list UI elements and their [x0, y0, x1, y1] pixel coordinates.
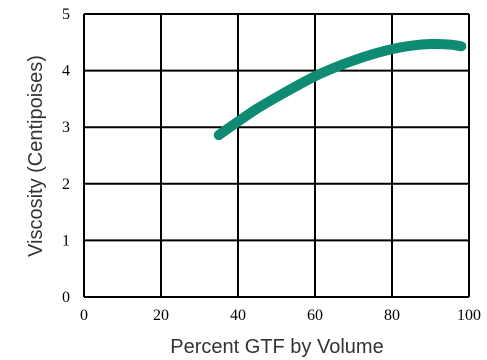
y-tick-label-0: 0	[62, 289, 70, 306]
y-axis-label: Viscosity (Centipoises)	[25, 55, 47, 257]
y-tick-label-1: 1	[62, 232, 70, 249]
x-tick-label-3: 60	[307, 307, 323, 324]
x-tick-label-0: 0	[80, 307, 88, 324]
x-tick-label-2: 40	[230, 307, 246, 324]
x-tick-label-5: 100	[457, 307, 481, 324]
series-layer	[213, 38, 467, 141]
y-tick-labels: 0 1 2 3 4 5	[62, 6, 70, 306]
y-tick-label-2: 2	[62, 176, 70, 193]
y-tick-label-3: 3	[62, 119, 70, 136]
y-tick-label-4: 4	[62, 63, 70, 80]
x-tick-label-4: 80	[384, 307, 400, 324]
x-tick-label-1: 20	[153, 307, 169, 324]
grid-lines	[83, 13, 470, 298]
x-tick-labels: 0 20 40 60 80 100	[80, 307, 481, 324]
x-axis-label: Percent GTF by Volume	[170, 336, 383, 358]
series-line-0	[213, 38, 467, 141]
y-tick-label-5: 5	[62, 6, 70, 23]
